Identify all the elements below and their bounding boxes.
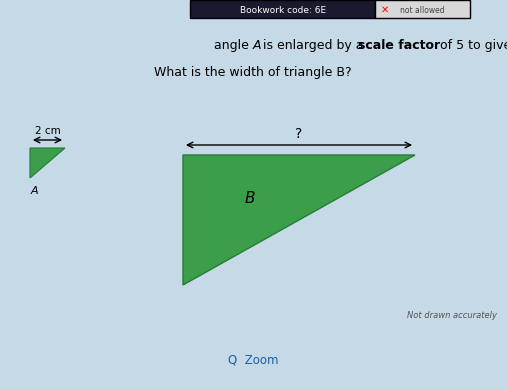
Text: A: A (253, 39, 262, 51)
Text: of 5 to give triangle B.: of 5 to give triangle B. (436, 39, 507, 51)
Polygon shape (183, 155, 415, 285)
Polygon shape (30, 148, 65, 178)
FancyBboxPatch shape (190, 0, 375, 18)
Text: B: B (245, 191, 256, 206)
Text: 2 cm: 2 cm (34, 126, 60, 136)
Text: What is the width of triangle B?: What is the width of triangle B? (154, 65, 352, 79)
Text: ?: ? (296, 127, 303, 141)
Text: angle: angle (214, 39, 253, 51)
FancyBboxPatch shape (375, 0, 470, 18)
Text: Bookwork code: 6E: Bookwork code: 6E (240, 5, 326, 14)
Text: is enlarged by a: is enlarged by a (259, 39, 368, 51)
Text: ✕: ✕ (381, 5, 389, 15)
Text: Not drawn accurately: Not drawn accurately (407, 310, 497, 319)
Text: A: A (31, 186, 39, 196)
Text: not allowed: not allowed (400, 5, 444, 14)
Text: Q  Zoom: Q Zoom (228, 354, 279, 366)
Text: scale factor: scale factor (358, 39, 440, 51)
